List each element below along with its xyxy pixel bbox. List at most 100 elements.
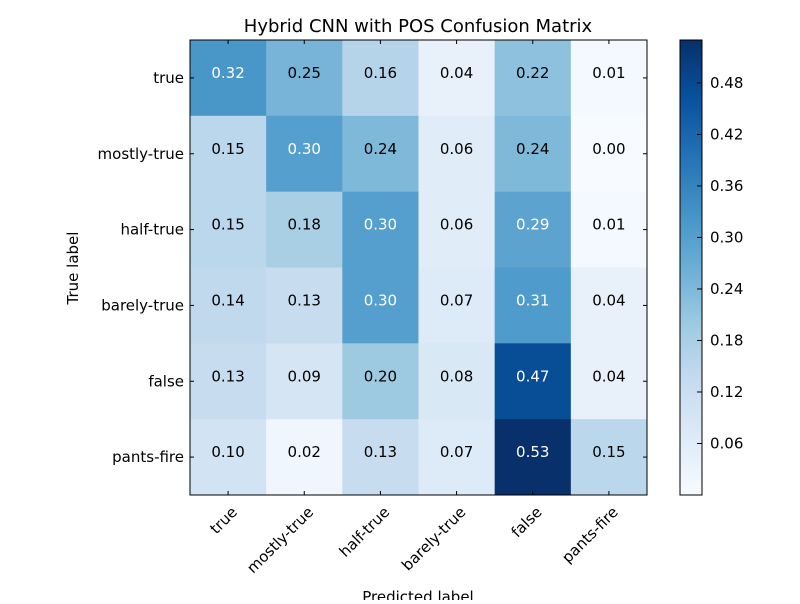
heatmap-cell: [570, 115, 648, 193]
heatmap-cell: [342, 115, 419, 193]
heatmap-cell: [570, 191, 648, 268]
heatmap-cell: [190, 419, 267, 496]
cell-value-label: 0.32: [211, 64, 244, 82]
cell-value-label: 0.15: [592, 443, 625, 461]
heatmap-cell: [494, 40, 572, 117]
cell-value-label: 0.20: [364, 367, 397, 385]
cell-value-label: 0.13: [364, 443, 397, 461]
heatmap-cell: [494, 115, 572, 193]
heatmap-cell: [342, 191, 419, 268]
cell-value-label: 0.04: [592, 292, 625, 310]
heatmap-cell: [494, 267, 572, 344]
cell-value-label: 0.01: [592, 216, 625, 234]
heatmap-cells: [190, 40, 648, 496]
heatmap-cell: [494, 191, 572, 268]
chart-title: Hybrid CNN with POS Confusion Matrix: [244, 16, 593, 37]
cell-value-label: 0.14: [211, 292, 244, 310]
heatmap-cell: [570, 40, 648, 117]
y-tick-label: pants-fire: [112, 448, 184, 466]
cell-value-label: 0.30: [364, 216, 397, 234]
heatmap-cell: [418, 191, 496, 268]
cell-value-label: 0.08: [440, 367, 473, 385]
heatmap-cell: [266, 40, 343, 117]
cell-value-label: 0.06: [440, 216, 473, 234]
heatmap-cell: [342, 343, 419, 420]
heatmap-cell: [418, 343, 496, 420]
cell-value-label: 0.02: [288, 443, 321, 461]
cell-value-label: 0.13: [211, 367, 244, 385]
cell-value-label: 0.25: [288, 64, 321, 82]
heatmap-cell: [190, 267, 267, 344]
x-tick-label: true: [206, 503, 241, 538]
heatmap-cell: [190, 40, 267, 117]
cell-value-label: 0.24: [364, 140, 397, 158]
colorbar-tick-label: 0.12: [710, 383, 743, 401]
y-tick-label: barely-true: [101, 296, 184, 314]
cell-value-label: 0.47: [516, 367, 549, 385]
cell-value-label: 0.13: [288, 292, 321, 310]
y-tick-label: half-true: [120, 221, 184, 239]
cell-value-label: 0.04: [440, 64, 473, 82]
x-axis-label: Predicted label: [362, 588, 473, 600]
y-tick-label: false: [148, 372, 184, 390]
x-tick-label: barely-true: [398, 503, 469, 574]
x-tick-label: pants-fire: [558, 503, 622, 567]
cell-value-label: 0.29: [516, 216, 549, 234]
heatmap-cell: [190, 343, 267, 420]
cell-value-label: 0.06: [440, 140, 473, 158]
heatmap-cell: [570, 343, 648, 420]
y-axis-ticks: true mostly-true half-true barely-true false…: [98, 69, 647, 466]
cell-value-label: 0.15: [211, 140, 244, 158]
cell-value-label: 0.24: [516, 140, 549, 158]
cell-value-label: 0.53: [516, 443, 549, 461]
colorbar-tick-label: 0.36: [710, 177, 743, 195]
cell-value-label: 0.30: [364, 292, 397, 310]
colorbar-tick-label: 0.48: [710, 74, 743, 92]
heatmap-cell: [494, 419, 572, 496]
heatmap-cell: [266, 115, 343, 193]
heatmap-cell: [266, 343, 343, 420]
heatmap-cell: [494, 343, 572, 420]
x-tick-label: half-true: [336, 503, 394, 561]
heatmap-cell-labels: 0.32 0.25 0.16 0.04 0.22 0.01 0.15 0.30 0.24 0.06…: [211, 64, 625, 461]
heatmap-cell: [266, 191, 343, 268]
heatmap-cell: [418, 267, 496, 344]
heatmap-cell: [570, 267, 648, 344]
colorbar-tick-label: 0.24: [710, 280, 743, 298]
heatmap-cell: [342, 40, 419, 117]
heatmap-cell: [266, 419, 343, 496]
cell-value-label: 0.07: [440, 443, 473, 461]
colorbar-tick-label: 0.18: [710, 331, 743, 349]
heatmap-cell: [342, 267, 419, 344]
cell-value-label: 0.31: [516, 292, 549, 310]
cell-value-label: 0.09: [288, 367, 321, 385]
colorbar-tick-label: 0.30: [710, 228, 743, 246]
cell-value-label: 0.15: [211, 216, 244, 234]
y-tick-label: true: [153, 69, 184, 87]
colorbar-tick-label: 0.06: [710, 434, 743, 452]
colorbar-tick-label: 0.42: [710, 125, 743, 143]
y-axis-label: True label: [64, 232, 82, 306]
colorbar: [679, 39, 703, 496]
x-tick-label: mostly-true: [243, 503, 317, 577]
heatmap-cell: [190, 115, 267, 193]
cell-value-label: 0.07: [440, 292, 473, 310]
heatmap-cell: [190, 191, 267, 268]
cell-value-label: 0.30: [288, 140, 321, 158]
heatmap-frame: [189, 39, 648, 496]
cell-value-label: 0.22: [516, 64, 549, 82]
x-tick-label: false: [508, 503, 546, 541]
heatmap-cell: [418, 419, 496, 496]
heatmap-cell: [266, 267, 343, 344]
cell-value-label: 0.16: [364, 64, 397, 82]
y-tick-label: mostly-true: [98, 145, 184, 163]
cell-value-label: 0.10: [211, 443, 244, 461]
heatmap-cell: [570, 419, 648, 496]
cell-value-label: 0.00: [592, 140, 625, 158]
cell-value-label: 0.01: [592, 64, 625, 82]
heatmap-cell: [418, 115, 496, 193]
cell-value-label: 0.18: [288, 216, 321, 234]
colorbar-ticks: 0.06 0.12 0.18 0.24 0.30 0.36 0.42 0.48: [697, 74, 743, 452]
